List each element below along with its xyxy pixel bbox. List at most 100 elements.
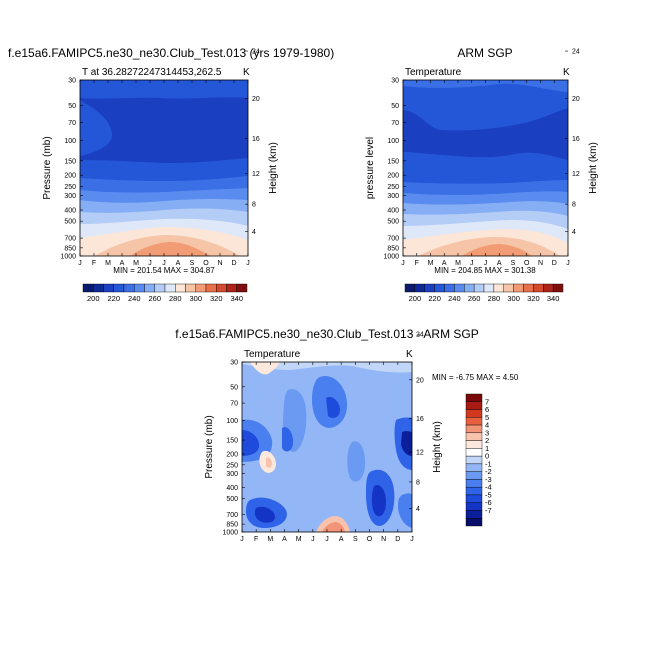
model-ylabel-right: Height (km): [268, 142, 279, 194]
panel-diff: f.e15a6.FAMIPC5.ne30_ne30.Club_Test.013 …: [175, 327, 519, 543]
colorbar-label: 280: [488, 294, 501, 303]
obs-band-9: [462, 244, 532, 256]
x-tick-label: A: [497, 260, 502, 267]
y-tick-label: 400: [226, 485, 238, 492]
colorbar-swatch: [195, 283, 207, 293]
model-contour-field: [80, 80, 248, 256]
y-tick-label: 200: [226, 451, 238, 458]
y-tick-right-label: 12: [572, 171, 580, 178]
colorbar-label: 320: [527, 294, 540, 303]
x-tick-label: M: [428, 260, 434, 267]
colorbar-swatch: [414, 283, 425, 293]
y-tick-right-label: 16: [252, 136, 260, 143]
y-tick-label: 250: [387, 184, 399, 191]
y-tick-label: 850: [226, 522, 238, 529]
colorbar-label: 0: [485, 452, 489, 461]
colorbar-label: 220: [428, 294, 441, 303]
colorbar-swatch: [465, 494, 483, 503]
colorbar-label: 3: [485, 428, 489, 437]
colorbar-label: 340: [547, 294, 560, 303]
obs-band-dark: [403, 108, 568, 160]
x-tick-label: F: [254, 536, 258, 543]
diff-band-left-core: [242, 430, 260, 456]
x-tick-label: J: [484, 260, 488, 267]
y-tick-right-label: 16: [416, 416, 424, 423]
y-tick-label: 50: [230, 384, 238, 391]
y-tick-label: 400: [64, 208, 76, 215]
x-tick-label: M: [105, 260, 111, 267]
colorbar-swatch: [434, 283, 445, 293]
model-band-left-blob: [80, 100, 113, 156]
x-tick-label: S: [511, 260, 516, 267]
y-tick-right-label: 12: [416, 450, 424, 457]
x-tick-label: D: [231, 260, 236, 267]
colorbar-swatch: [465, 486, 483, 496]
colorbar-swatch: [465, 518, 483, 527]
colorbar-label: 280: [169, 294, 182, 303]
y-tick-label: 30: [230, 360, 238, 367]
model-band-top: [80, 80, 248, 99]
y-tick-right-label: 4: [416, 506, 420, 513]
y-tick-label: 150: [387, 158, 399, 165]
x-tick-label: F: [415, 260, 419, 267]
diff-subtitle-left: Temperature: [244, 349, 301, 360]
model-axes: J F M A M J J A S O N D J 30 50 70 100 150 200 250 300 400 500…: [60, 49, 259, 267]
diff-minmax: MIN = -6.75 MAX = 4.50: [432, 373, 519, 382]
x-tick-label: A: [282, 536, 287, 543]
colorbar-swatch: [205, 283, 217, 293]
y-tick-right-label: 16: [572, 136, 580, 143]
y-tick-label: 850: [387, 245, 399, 252]
y-tick-right-label: 8: [416, 479, 420, 486]
x-tick-label: M: [133, 260, 139, 267]
colorbar-swatch: [483, 283, 495, 293]
colorbar-label: 7: [485, 397, 489, 406]
y-tick-right-label: 24: [416, 332, 424, 339]
colorbar-label: 2: [485, 436, 489, 445]
colorbar-label: 5: [485, 413, 489, 422]
colorbar-swatch: [465, 417, 483, 426]
y-tick-label: 70: [391, 120, 399, 127]
x-tick-label: J: [410, 536, 414, 543]
diff-contour-field: [242, 362, 412, 532]
colorbar-swatch: [523, 283, 534, 293]
y-tick-label: 30: [68, 78, 76, 85]
y-tick-right-label: 4: [252, 229, 256, 236]
y-tick-label: 700: [64, 236, 76, 243]
y-tick-label: 400: [387, 208, 399, 215]
obs-minmax: MIN = 204.85 MAX = 301.38: [434, 266, 536, 275]
colorbar-label: 220: [107, 294, 120, 303]
x-tick-label: J: [240, 536, 244, 543]
model-title: f.e15a6.FAMIPC5.ne30_ne30.Club_Test.013 …: [8, 46, 334, 60]
colorbar-swatch: [424, 283, 435, 293]
diff-band-warm-core: [266, 457, 272, 468]
colorbar-swatch: [154, 283, 166, 293]
diff-band-bottom-warm-core: [322, 522, 345, 532]
y-tick-right-label: 12: [252, 171, 260, 178]
colorbar-label: 320: [210, 294, 223, 303]
y-tick-right-label: 4: [572, 229, 576, 236]
x-tick-label: S: [190, 260, 195, 267]
model-colorbar: 200 220 240 260 280 300 320 340: [82, 283, 248, 303]
colorbar-label: -4: [485, 483, 492, 492]
colorbar-swatch: [465, 432, 483, 441]
colorbar-label: 200: [87, 294, 100, 303]
colorbar-label: -2: [485, 467, 492, 476]
x-tick-label: J: [162, 260, 166, 267]
colorbar-swatch: [226, 283, 237, 293]
x-tick-label: S: [353, 536, 358, 543]
diff-band-top-warm: [250, 362, 280, 375]
colorbar-swatch: [93, 283, 104, 293]
y-tick-label: 70: [68, 120, 76, 127]
y-tick-label: 850: [64, 245, 76, 252]
colorbar-swatch: [473, 283, 485, 293]
y-tick-label: 250: [226, 462, 238, 469]
colorbar-label: 6: [485, 405, 489, 414]
colorbar-swatch: [82, 283, 94, 293]
colorbar-swatch: [464, 283, 475, 293]
y-tick-label: 150: [226, 438, 238, 445]
x-tick-label: J: [78, 260, 82, 267]
colorbar-swatch: [493, 283, 504, 293]
x-tick-label: O: [524, 260, 530, 267]
x-tick-label: N: [381, 536, 386, 543]
x-tick-label: N: [538, 260, 543, 267]
